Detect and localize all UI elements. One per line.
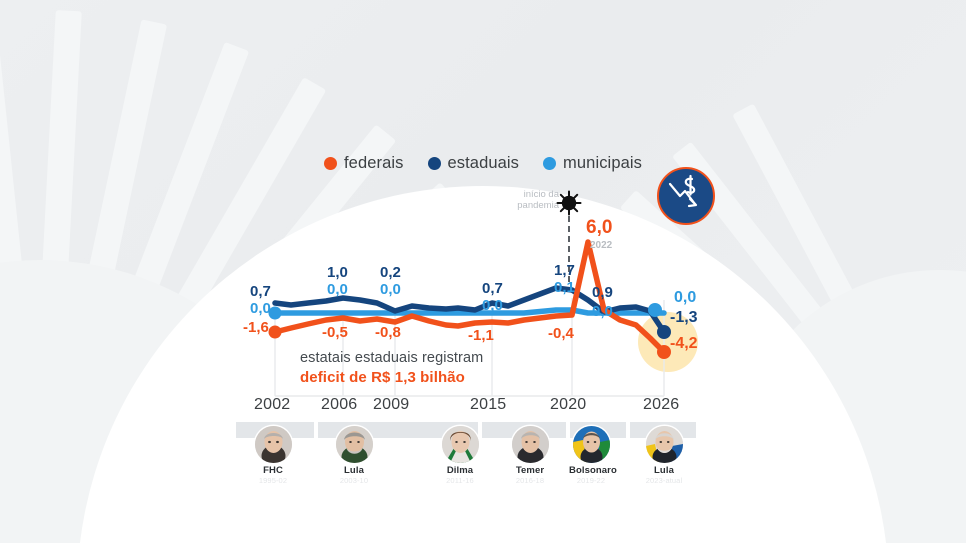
chart-plot-area <box>268 239 698 397</box>
label-municipais-2006: 0,0 <box>327 281 348 298</box>
label-peak-year: 2022 <box>590 240 613 251</box>
label-estaduais-2021: 0,9 <box>592 284 613 301</box>
chart-legend: federais estaduais municipais <box>0 154 966 173</box>
chart-callout: estatais estaduais registram deficit de … <box>300 349 483 387</box>
pandemic-dashed-line <box>568 216 570 282</box>
year-axis: 2002 2006 2009 2015 2020 2026 <box>0 396 966 416</box>
callout-line-2: deficit de R$ 1,3 bilhão <box>300 368 465 386</box>
legend-item-municipais[interactable]: municipais <box>543 154 642 173</box>
president-name-lula-2: Lula <box>654 465 674 476</box>
end-marker-municipais <box>648 303 662 317</box>
lula-photo <box>335 426 373 463</box>
pandemic-annotation: início da pandemia <box>497 189 559 212</box>
label-federais-2009: -0,8 <box>375 324 401 341</box>
legend-label-estaduais: estaduais <box>447 154 520 172</box>
label-federais-2026: -4,2 <box>670 335 698 352</box>
president-name-dilma: Dilma <box>446 465 474 476</box>
president-name-lula-1: Lula <box>344 465 364 476</box>
end-highlight-blob <box>638 312 698 372</box>
label-estaduais-2019: 1,7 <box>554 262 575 279</box>
pandemic-line-2: pandemia <box>517 199 559 211</box>
label-municipais-2009: 0,0 <box>380 281 401 298</box>
year-label-2006: 2006 <box>321 396 358 413</box>
declining-money-arrow-icon <box>657 167 715 225</box>
president-term-bolsonaro: 2019-22 <box>576 476 606 485</box>
pandemic-line-1: início da <box>523 189 559 200</box>
president-term-dilma: 2011-16 <box>446 476 474 485</box>
callout-line-1: estatais estaduais registram <box>300 350 484 366</box>
year-label-2020: 2020 <box>550 396 587 413</box>
label-estaduais-2026: -1,3 <box>670 309 698 326</box>
legend-label-federais: federais <box>343 154 404 172</box>
president-term-lula-2: 2023-atual <box>645 476 683 485</box>
label-estaduais-2006: 1,0 <box>327 264 348 281</box>
label-municipais-2019: 0,1 <box>554 279 575 296</box>
label-estaduais-2009: 0,2 <box>380 264 401 281</box>
temer-photo <box>511 426 549 463</box>
label-federais-2002: -1,6 <box>243 319 269 336</box>
series-line-federais <box>272 239 667 355</box>
president-term-temer: 2016-18 <box>515 476 545 485</box>
legend-item-estaduais[interactable]: estaduais <box>427 154 520 173</box>
legend-label-municipais: municipais <box>563 154 642 172</box>
label-federais-peak: 6,0 <box>586 217 613 238</box>
year-label-2015: 2015 <box>470 396 507 413</box>
president-fhc[interactable]: FHC 1995-02 <box>251 426 295 485</box>
end-marker-estaduais <box>657 325 671 339</box>
label-municipais-2021: 0,0 <box>592 303 613 320</box>
start-marker-federais <box>268 325 282 339</box>
year-label-2009: 2009 <box>373 396 410 413</box>
virus-icon <box>556 190 582 216</box>
dilma-photo <box>441 426 479 463</box>
president-temer[interactable]: Temer 2016-18 <box>508 426 552 485</box>
end-marker-federais <box>657 345 671 359</box>
year-label-2026: 2026 <box>643 396 680 413</box>
circle-dot-icon <box>323 157 337 170</box>
line-chart: 0,7 0,0 -1,6 1,0 0,0 -0,5 0,2 0,0 -0,8 -… <box>230 180 710 410</box>
president-name-temer: Temer <box>515 465 545 476</box>
circle-dot-icon <box>543 157 557 170</box>
label-federais-2006: -0,5 <box>322 324 348 341</box>
start-marker-municipais <box>268 306 282 320</box>
president-lula-2[interactable]: Lula 2023-atual <box>642 426 686 485</box>
label-municipais-2026: 0,0 <box>674 289 697 306</box>
legend-item-federais[interactable]: federais <box>323 154 404 173</box>
circle-dot-icon <box>427 157 441 170</box>
president-term-fhc: 1995-02 <box>258 476 288 485</box>
label-estaduais-2015: 0,7 <box>482 280 503 297</box>
fhc-photo <box>254 426 292 463</box>
label-municipais-2015: 0,0 <box>482 297 503 314</box>
president-name-fhc: FHC <box>263 465 283 476</box>
president-term-lula-1: 2003-10 <box>339 476 369 485</box>
label-municipais-2002: 0,0 <box>250 300 271 317</box>
label-federais-2013: -1,1 <box>468 327 494 344</box>
presidents-timeline: FHC 1995-02 Lula 2003-10 <box>236 422 696 485</box>
label-federais-2019: -0,4 <box>548 325 574 342</box>
president-bolsonaro[interactable]: Bolsonaro 2019-22 <box>569 426 617 485</box>
year-label-2002: 2002 <box>254 396 291 413</box>
president-dilma[interactable]: Dilma 2011-16 <box>438 426 482 485</box>
president-name-bolsonaro: Bolsonaro <box>569 465 617 476</box>
president-lula-1[interactable]: Lula 2003-10 <box>332 426 376 485</box>
lula2-photo <box>645 426 683 463</box>
bolsonaro-photo <box>572 426 610 463</box>
label-estaduais-2002: 0,7 <box>250 283 271 300</box>
